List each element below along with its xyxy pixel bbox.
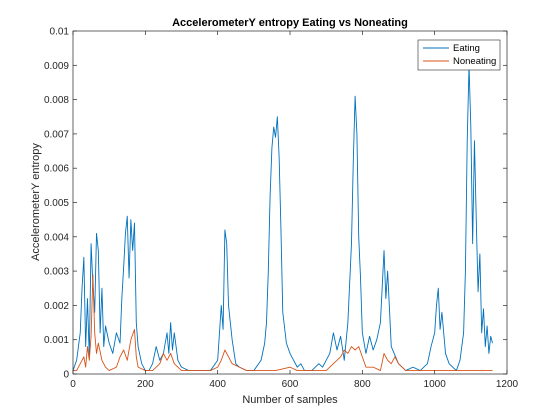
- x-tick-label: 800: [354, 379, 371, 390]
- series-layer: [72, 64, 493, 372]
- series-line-eating: [72, 64, 493, 372]
- legend-label-eating: Eating: [453, 43, 480, 54]
- x-tick-label: 0: [70, 379, 76, 390]
- y-tick-label: 0.002: [44, 301, 69, 312]
- y-tick-label: 0: [63, 370, 69, 381]
- y-tick-label: 0.005: [44, 198, 69, 209]
- x-tick-label: 200: [137, 379, 154, 390]
- x-tick-label: 400: [209, 379, 226, 390]
- y-tick-label: 0.008: [44, 95, 69, 106]
- y-tick-label: 0.007: [44, 129, 69, 140]
- y-tick-label: 0.001: [44, 335, 69, 346]
- x-tick-label: 600: [282, 379, 299, 390]
- x-tick-label: 1200: [496, 379, 519, 390]
- y-tick-label: 0.009: [44, 61, 69, 72]
- legend-label-noneating: Noneating: [453, 56, 496, 67]
- plot-area: [73, 31, 507, 374]
- x-tick-label: 1000: [424, 379, 447, 390]
- series-line-noneating: [73, 274, 493, 372]
- axes-layer: 0 200 400 600 800 1000 1200 0 0.001 0.002 0.003 0.0…: [44, 27, 519, 391]
- y-tick-label: 0.006: [44, 164, 69, 175]
- chart-title: AccelerometerY entropy Eating vs Noneati…: [172, 17, 408, 29]
- y-tick-label: 0.01: [50, 27, 70, 38]
- y-tick-label: 0.004: [44, 232, 69, 243]
- legend-box: [417, 39, 501, 71]
- y-tick-label: 0.003: [44, 267, 69, 278]
- legend: Eating Noneating: [417, 39, 501, 71]
- x-axis-title: Number of samples: [242, 394, 338, 406]
- y-axis-title: AccelerometerY entropy: [30, 143, 42, 261]
